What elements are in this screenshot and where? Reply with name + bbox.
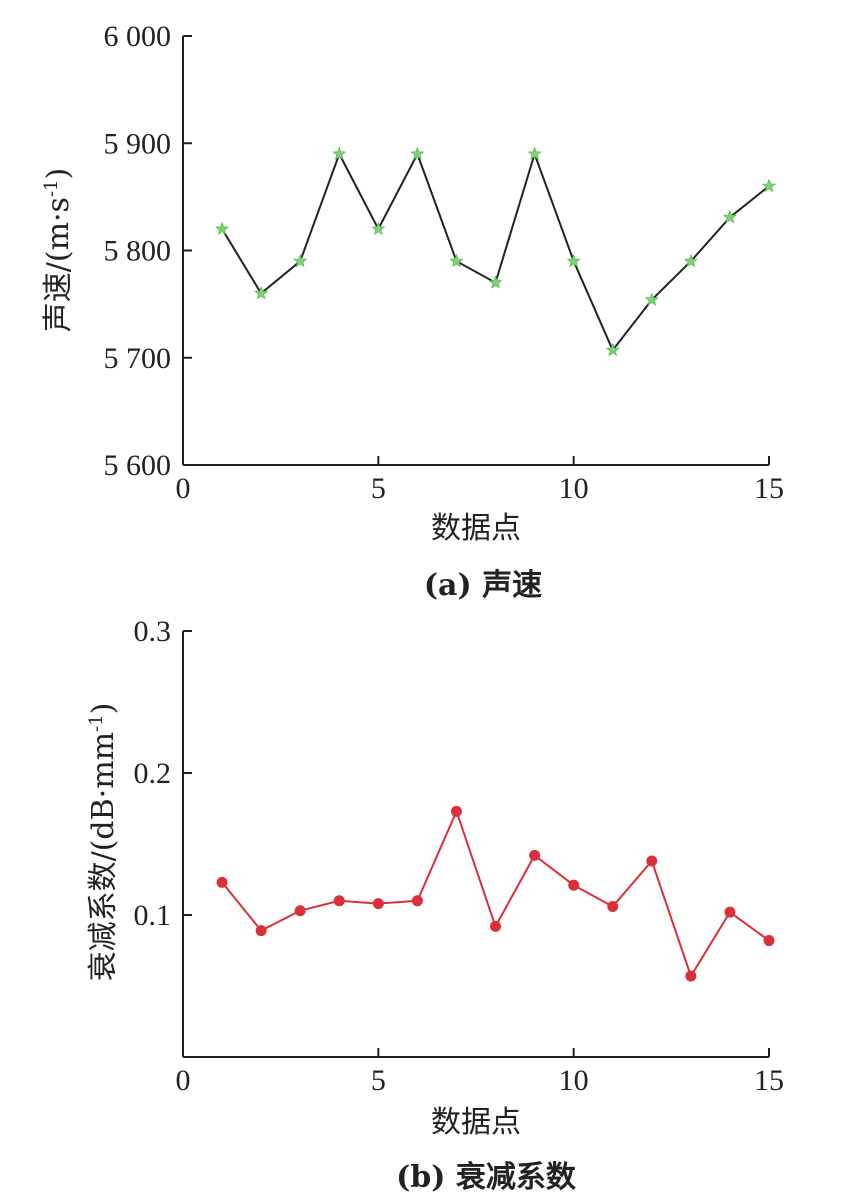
series-line	[221, 150, 770, 353]
data-point-star	[449, 253, 464, 268]
ticks-group: 0 5 10 15 5 600 5 700 5 800 5 900 6 000	[104, 20, 785, 505]
x-tick-label: 15	[754, 1064, 784, 1097]
y-tick-label: 0.3	[134, 615, 172, 648]
data-point	[411, 895, 423, 907]
data-point-star	[332, 146, 347, 160]
y-axis-title-close: )	[86, 703, 121, 715]
chart-caption: (b) 衰减系数	[396, 1160, 577, 1195]
data-point	[646, 855, 658, 867]
y-tick-label: 5 700	[104, 342, 172, 375]
x-axis-title: 数据点	[431, 1105, 521, 1140]
data-point	[216, 876, 228, 888]
data-point-star	[605, 342, 620, 357]
data-point-star	[293, 253, 308, 268]
y-axis-title: 声速/(m·s-1)	[41, 168, 76, 332]
x-tick-label: 0	[176, 472, 191, 505]
data-point-star	[644, 292, 659, 306]
data-point	[685, 970, 697, 982]
data-point-star	[254, 286, 269, 300]
x-tick-label: 15	[754, 472, 784, 505]
data-point-star	[566, 253, 581, 268]
y-tick-label: 5 600	[104, 449, 172, 482]
y-tick-label: 0.2	[134, 757, 172, 790]
y-axis-title-sup: -1	[86, 714, 107, 732]
data-point	[568, 879, 580, 891]
data-point	[372, 898, 384, 910]
data-point	[490, 920, 502, 932]
data-point-star	[723, 209, 737, 224]
y-tick-label: 0.1	[134, 899, 172, 932]
y-tick-label: 5 800	[104, 235, 172, 268]
data-point	[529, 849, 541, 861]
data-point-star	[527, 146, 542, 160]
data-point	[724, 906, 736, 918]
y-axis-title-main: 声速/(m·s	[41, 197, 76, 332]
data-point-star	[683, 253, 698, 268]
data-point-star	[762, 178, 776, 193]
chart-attenuation-coefficient: 0 5 10 15 0.1 0.2 0.3 数据点 衰减系数/(dB·mm-1) (b) 衰…	[86, 615, 784, 1195]
series-line	[221, 808, 770, 979]
x-tick-label: 5	[371, 472, 386, 505]
x-axis-title: 数据点	[431, 511, 521, 546]
y-axis-title-main: 衰减系数/(dB·mm	[86, 732, 121, 982]
data-point-star	[488, 275, 503, 289]
y-axis-title-sup: -1	[41, 179, 62, 197]
data-point	[333, 895, 345, 907]
x-tick-label: 10	[559, 1064, 589, 1097]
chart-caption: (a) 声速	[424, 568, 542, 603]
data-point	[763, 935, 775, 947]
data-point-star	[215, 221, 229, 235]
y-axis-title-close: )	[41, 168, 76, 180]
data-point	[294, 905, 306, 917]
x-tick-label: 5	[371, 1064, 386, 1097]
y-tick-label: 6 000	[104, 20, 172, 53]
data-point-star	[371, 221, 386, 235]
data-point	[607, 900, 619, 912]
y-tick-label: 5 900	[104, 127, 172, 160]
series-group	[215, 146, 776, 357]
x-tick-label: 10	[559, 472, 589, 505]
data-point	[255, 925, 267, 937]
y-axis-title: 衰减系数/(dB·mm-1)	[86, 703, 121, 982]
chart-sound-speed: 0 5 10 15 5 600 5 700 5 800 5 900 6 000 数据点 声速/(…	[41, 20, 784, 603]
data-point-star	[410, 146, 425, 160]
x-tick-label: 0	[176, 1064, 191, 1097]
ticks-group: 0 5 10 15 0.1 0.2 0.3	[134, 615, 785, 1097]
data-point	[450, 805, 462, 817]
series-group	[216, 805, 775, 982]
